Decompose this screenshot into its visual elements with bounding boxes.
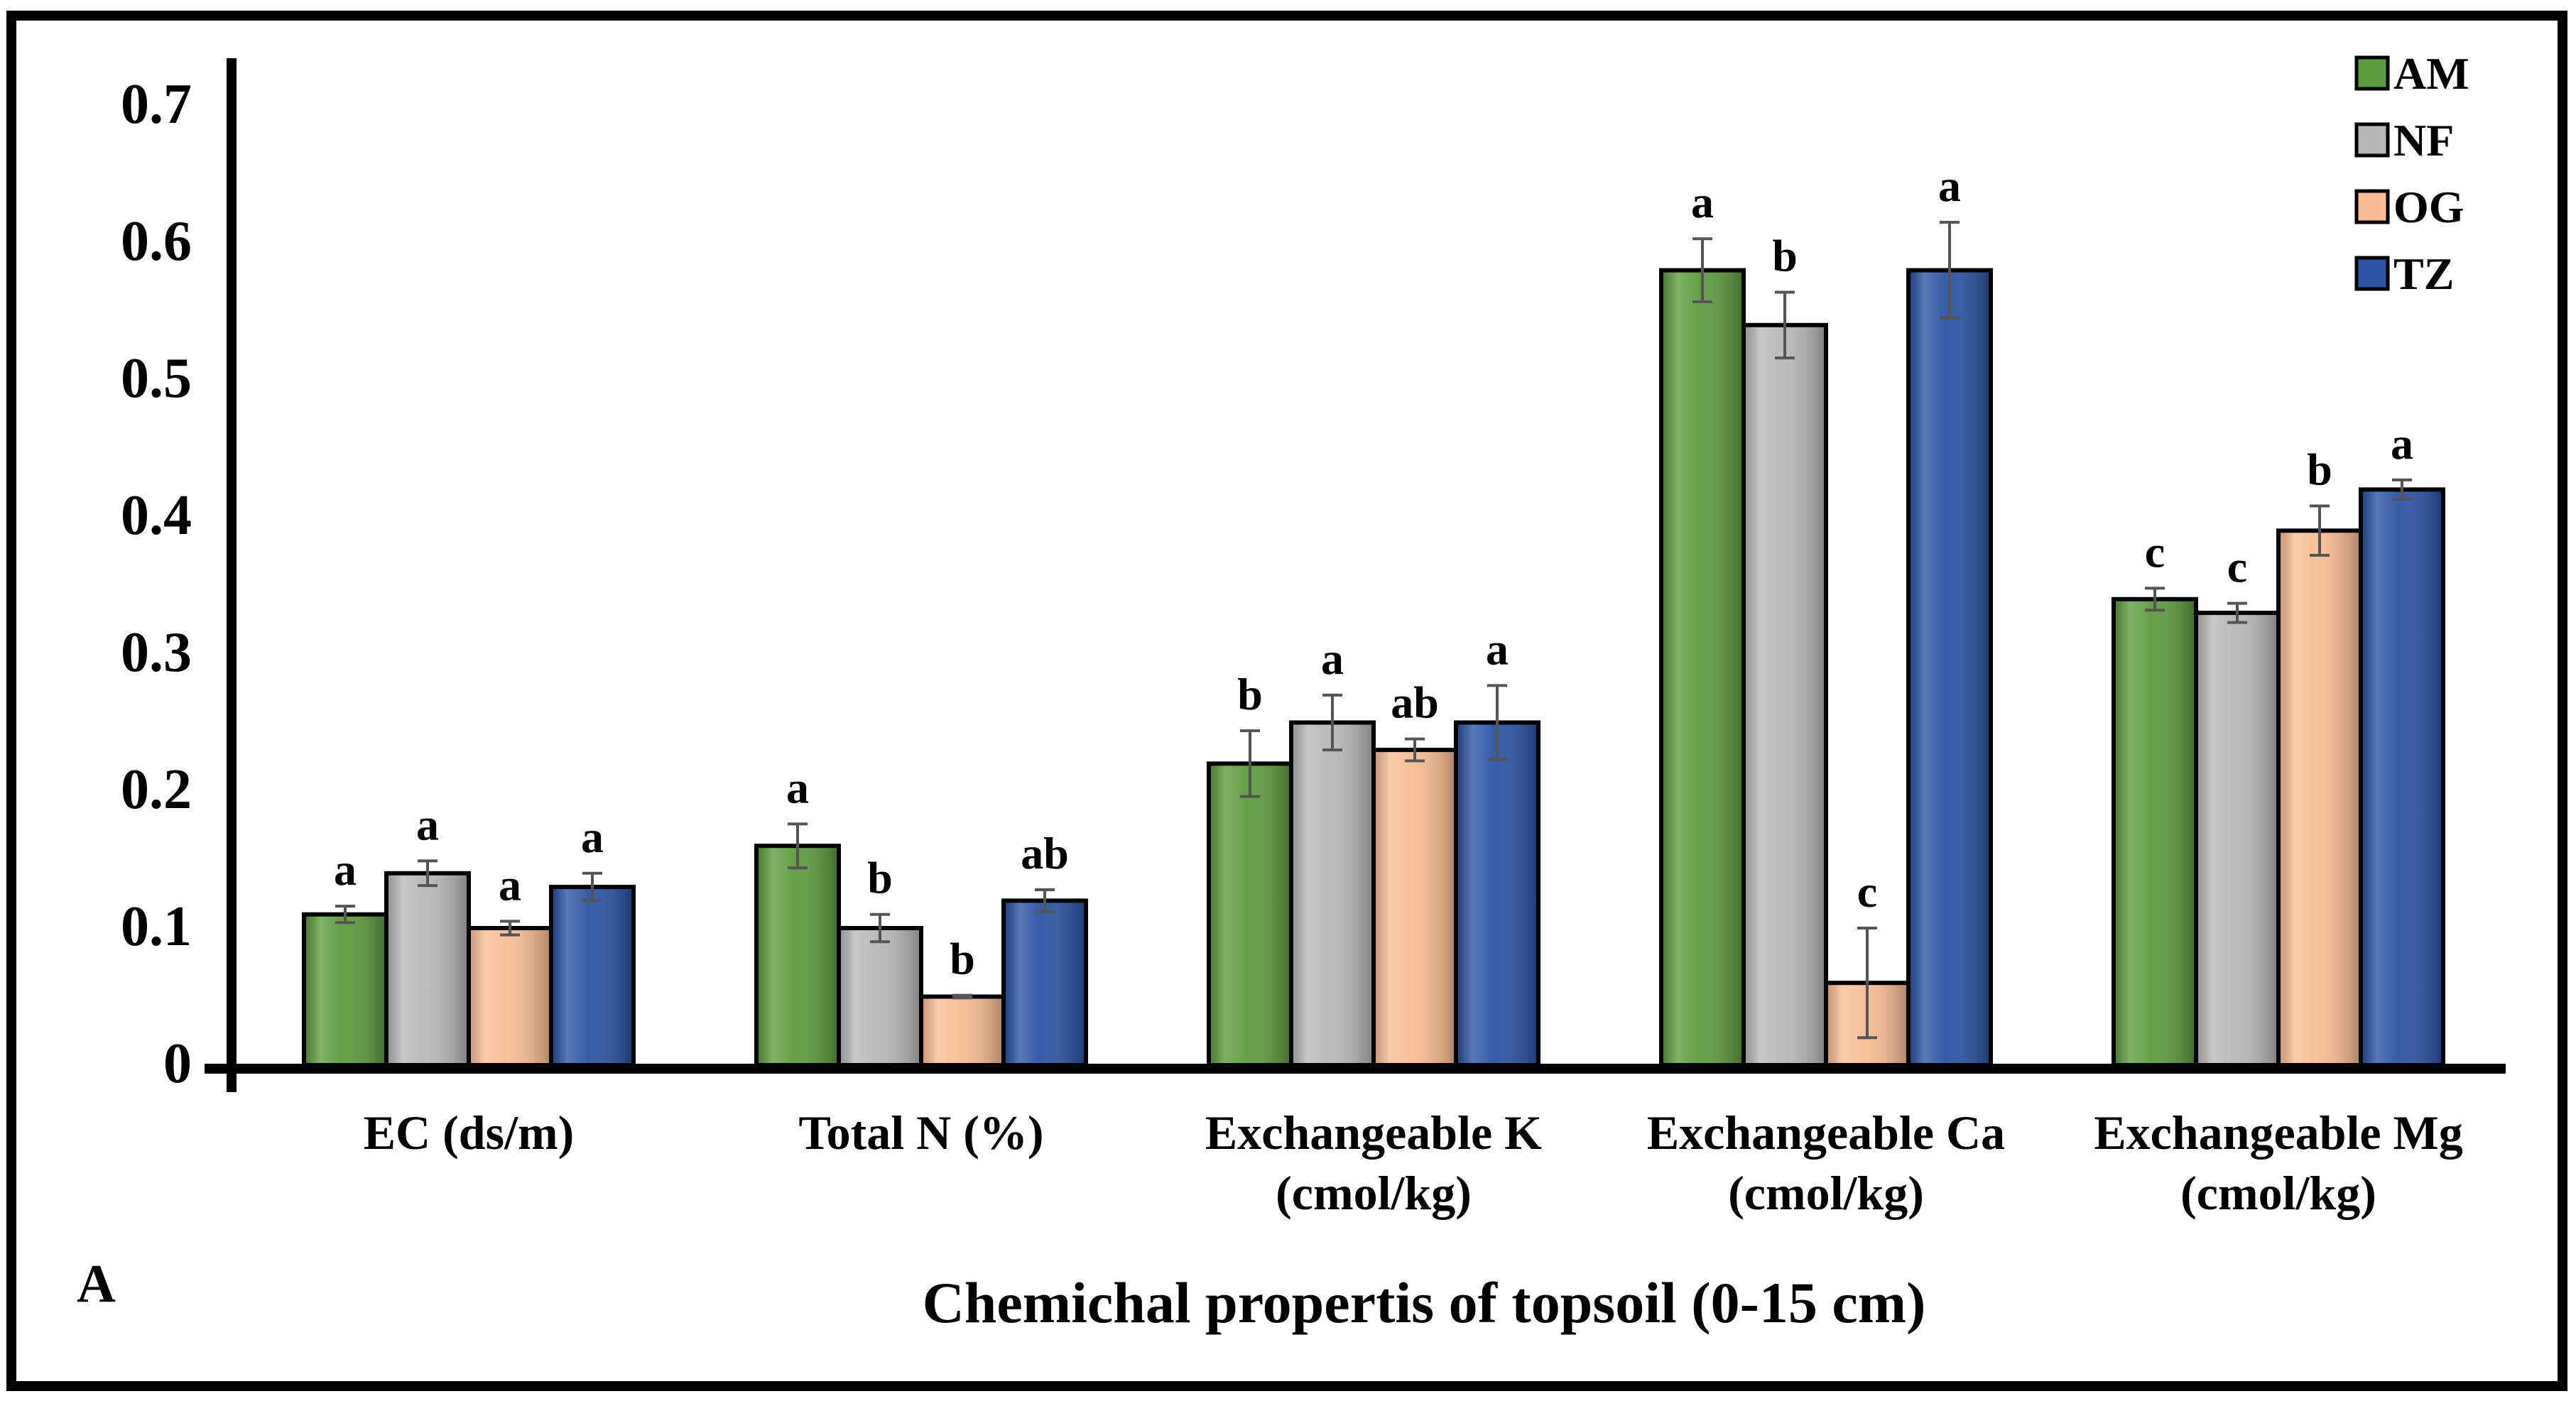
bar-shading xyxy=(759,848,837,1063)
y-tick-label: 0.5 xyxy=(121,347,192,410)
significance-letter: c xyxy=(1857,866,1877,917)
significance-letter: a xyxy=(1321,633,1344,684)
legend-swatch-nf xyxy=(2354,122,2390,158)
bar-shading xyxy=(2116,601,2194,1063)
legend-swatch-tz xyxy=(2354,256,2390,291)
significance-letter: a xyxy=(416,799,439,849)
significance-letter: a xyxy=(581,812,604,862)
y-tick-labels: 0 0.1 0.2 0.3 0.4 0.5 0.6 0.7 xyxy=(121,73,192,1095)
legend-swatch-am xyxy=(2354,55,2390,91)
panel-label: A xyxy=(77,1254,116,1314)
bar-shading xyxy=(1911,272,1989,1064)
x-category-label: (cmol/kg) xyxy=(1728,1166,1924,1220)
bar-shading xyxy=(306,916,384,1063)
bar-shading xyxy=(923,998,1001,1063)
x-category-label: Exchangeable K xyxy=(1205,1106,1542,1160)
bar-shading xyxy=(388,875,467,1063)
x-category-label: (cmol/kg) xyxy=(2180,1166,2376,1220)
y-tick-label: 0.4 xyxy=(121,484,192,547)
significance-letter: a xyxy=(334,844,357,895)
legend-label: AM xyxy=(2393,48,2469,99)
bar-shading xyxy=(1663,272,1741,1064)
legend-label: NF xyxy=(2393,115,2454,165)
bar-shading xyxy=(1376,752,1454,1063)
legend-swatch-og xyxy=(2354,189,2390,224)
legend-label: OG xyxy=(2393,182,2464,232)
y-tick-label: 0.1 xyxy=(121,895,192,958)
bar-shading xyxy=(553,889,631,1063)
bar-shading xyxy=(1293,724,1371,1063)
y-tick-label: 0.7 xyxy=(121,73,192,136)
significance-letter: b xyxy=(1237,669,1263,719)
significance-letter: b xyxy=(2307,445,2332,495)
significance-letter: ab xyxy=(1021,828,1069,878)
y-tick-label: 0.2 xyxy=(121,758,192,821)
bar-shading xyxy=(2198,615,2276,1063)
significance-letter: a xyxy=(1938,160,1961,211)
significance-letter: a xyxy=(1691,177,1714,227)
bar-shading xyxy=(1006,903,1084,1063)
significance-letter: b xyxy=(950,934,975,984)
legend: AM NF OG TZ xyxy=(2354,48,2469,299)
figure-frame xyxy=(6,11,2567,1391)
x-category-labels: EC (ds/m) Total N (%) Exchangeable K (cmol/… xyxy=(364,1106,2463,1220)
bar-shading xyxy=(2363,491,2441,1063)
x-category-label: Exchangeable Mg xyxy=(2094,1106,2462,1160)
x-axis-title: Chemichal propertis of topsoil (0-15 cm) xyxy=(923,1270,1926,1335)
bar-shading xyxy=(1458,724,1536,1063)
y-tick-label: 0.3 xyxy=(121,621,192,684)
significance-letter: a xyxy=(786,762,809,812)
legend-label: TZ xyxy=(2393,249,2454,299)
y-tick-label: 0.6 xyxy=(121,210,192,273)
bar-shading xyxy=(1211,765,1289,1063)
significance-letter: c xyxy=(2227,542,2247,592)
significance-letter: b xyxy=(1772,230,1798,280)
significance-letter: ab xyxy=(1391,677,1439,728)
significance-letter: a xyxy=(499,859,521,910)
x-category-label: Exchangeable Ca xyxy=(1647,1106,2005,1160)
y-tick-label: 0 xyxy=(163,1032,192,1095)
bar-shading xyxy=(471,930,549,1063)
significance-letter: c xyxy=(2145,526,2165,577)
x-category-label: EC (ds/m) xyxy=(364,1106,575,1160)
significance-letter: a xyxy=(2391,418,2413,469)
x-category-label: Total N (%) xyxy=(798,1106,1043,1160)
bar-shading xyxy=(2281,533,2359,1063)
significance-letter: a xyxy=(1486,623,1509,674)
bar-shading xyxy=(1746,327,1824,1063)
x-category-label: (cmol/kg) xyxy=(1276,1166,1472,1220)
significance-letter: b xyxy=(867,853,893,903)
bar-shading xyxy=(841,930,919,1063)
